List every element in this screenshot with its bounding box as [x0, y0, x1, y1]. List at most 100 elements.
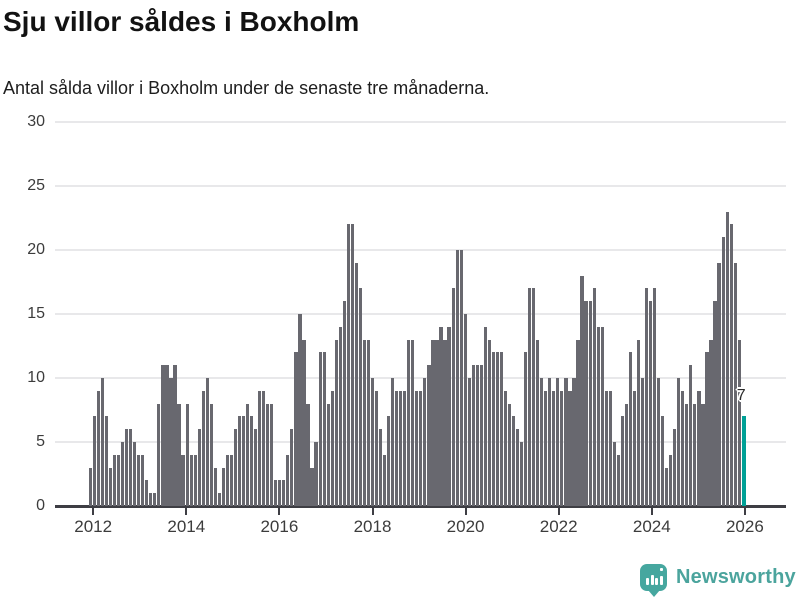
bar	[705, 352, 709, 506]
bar	[137, 454, 141, 506]
bar	[326, 403, 330, 506]
bar	[225, 454, 229, 506]
bar	[201, 390, 205, 506]
bar	[96, 390, 101, 506]
bar	[104, 416, 109, 506]
gridline-y-20	[55, 249, 786, 251]
last-value-label: 7	[736, 387, 746, 405]
bar	[447, 326, 451, 506]
bar	[149, 493, 153, 506]
bar	[354, 262, 358, 506]
bar	[403, 390, 407, 506]
bar	[294, 352, 298, 506]
bar	[157, 403, 161, 506]
bar	[322, 352, 326, 506]
bar	[612, 442, 616, 506]
bar	[374, 390, 379, 506]
y-axis-label-30: 30	[27, 113, 45, 130]
bar	[298, 314, 302, 506]
bar	[604, 390, 608, 506]
bar	[515, 429, 520, 506]
bar	[560, 390, 564, 506]
bar	[435, 339, 439, 506]
newsworthy-wordmark: Newsworthy	[676, 566, 796, 588]
bar-highlight-latest	[741, 416, 746, 506]
bar	[536, 339, 540, 506]
bar	[121, 442, 125, 506]
x-axis-tick-2024	[650, 508, 653, 515]
bar	[290, 429, 294, 506]
bar	[455, 250, 459, 506]
bar	[648, 301, 653, 506]
bar	[306, 403, 310, 506]
x-axis-tick-2022	[557, 508, 560, 515]
bar	[245, 403, 250, 506]
bar	[580, 275, 584, 506]
x-axis-tick-2020	[464, 508, 467, 515]
x-axis-tick-2018	[371, 508, 374, 515]
x-axis-label-2016: 2016	[260, 517, 299, 536]
gridline-y-25	[55, 185, 786, 187]
chart-subtitle: Antal sålda villor i Boxholm under de se…	[3, 78, 490, 98]
bar	[270, 403, 274, 506]
bar	[729, 224, 733, 506]
bar	[92, 416, 97, 506]
bar	[548, 378, 552, 506]
bar	[701, 403, 705, 506]
bar	[108, 467, 113, 506]
bar	[241, 416, 246, 506]
bar	[125, 429, 129, 506]
bar	[596, 326, 600, 506]
bar	[411, 339, 415, 506]
exclamation-dot	[659, 568, 663, 571]
bar	[616, 454, 620, 506]
bar	[628, 352, 632, 506]
y-axis-label-25: 25	[27, 177, 45, 194]
bar	[165, 365, 169, 506]
bar	[395, 390, 399, 506]
x-axis-line	[55, 505, 786, 508]
bar	[382, 454, 387, 506]
bar	[250, 416, 254, 506]
bar	[524, 352, 528, 506]
bar	[544, 390, 548, 506]
bar	[556, 378, 560, 506]
bar	[346, 224, 350, 506]
bar	[592, 288, 596, 506]
x-axis-tick-2026	[743, 508, 746, 515]
bar	[258, 390, 262, 506]
bar	[254, 429, 258, 506]
bar	[685, 403, 689, 506]
bar	[644, 288, 649, 506]
bar	[419, 390, 423, 506]
bar	[491, 352, 495, 506]
bar	[193, 454, 197, 506]
bar	[399, 390, 403, 506]
bar	[669, 454, 673, 506]
x-axis-tick-2014	[185, 508, 188, 515]
bar	[286, 454, 290, 506]
gridline-y-10	[55, 377, 786, 379]
bar	[584, 301, 588, 506]
bar	[274, 480, 278, 506]
bar	[334, 339, 338, 506]
bar	[169, 378, 173, 506]
bar	[129, 429, 133, 506]
bar	[338, 326, 342, 506]
bar	[713, 301, 717, 506]
bar	[427, 365, 431, 506]
bar	[205, 378, 209, 506]
bar	[112, 454, 117, 506]
bar	[475, 365, 479, 506]
bar	[576, 339, 580, 506]
y-axis-label-5: 5	[36, 433, 45, 450]
bar	[471, 365, 475, 506]
bar	[640, 378, 645, 506]
bar	[197, 429, 201, 506]
bar	[733, 262, 737, 506]
bar	[229, 454, 234, 506]
bar	[221, 467, 225, 506]
bar	[459, 250, 463, 506]
bar	[266, 403, 270, 506]
